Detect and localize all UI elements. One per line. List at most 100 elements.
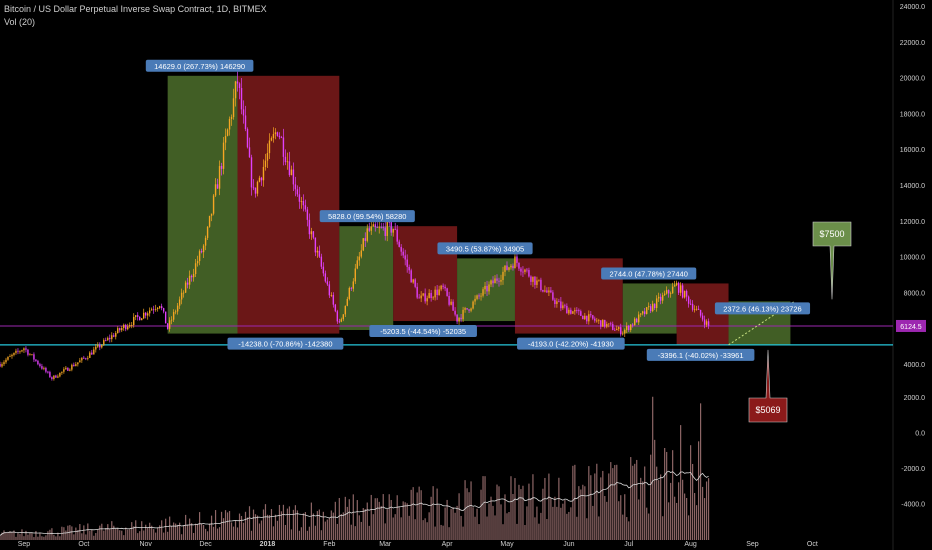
candle-body [77,362,79,365]
candle-body [15,350,17,353]
candle-body [13,352,15,355]
volume-bar [382,494,384,540]
candle-body [444,286,446,289]
volume-bar [550,497,552,540]
volume-bar [694,493,696,540]
candle-body [442,285,444,287]
x-tick-label: Apr [442,541,454,548]
volume-bar [362,508,364,540]
volume-bar [230,522,233,540]
current-price-label: 6124.5 [900,324,922,331]
candle-body [248,147,251,158]
volume-bar [414,519,416,540]
volume-bar [208,523,211,540]
candle-body [260,177,263,181]
volume-bar [200,524,203,540]
volume-bar [171,526,173,540]
candle-body [464,308,466,310]
volume-bar [83,525,85,540]
candle-body [554,299,556,304]
volume-bar [502,524,504,540]
volume-bar [300,527,302,540]
volume-bar [179,522,181,540]
volume-bar [296,510,299,540]
volume-bar [654,439,656,540]
candle-body [640,313,642,315]
volume-bar [117,527,119,540]
volume-bar [454,512,456,540]
volume-bar [560,507,562,540]
volume-bar [109,528,111,540]
volume-bar [91,529,93,540]
volume-bar [372,514,374,540]
candle-body [424,293,426,302]
candle-body [59,372,61,377]
candle-body [687,296,690,304]
candle-body [655,298,658,309]
y-tick-label: -4000.0 [901,502,925,509]
volume-bar [610,462,612,540]
volume-bar [145,524,147,540]
candle-body [143,312,145,319]
candle-body [634,318,636,326]
volume-bar [87,523,89,540]
candle-body [158,306,161,308]
volume-bar [159,525,161,540]
volume-bar [408,515,410,540]
x-tick-label: Jul [624,541,633,548]
volume-bar [608,473,610,540]
volume-bar [314,525,316,540]
candle-body [699,309,702,316]
volume-bar [105,527,107,540]
volume-bar [536,506,538,540]
volume-bar [344,496,346,540]
volume-bar [384,523,386,540]
volume-bar [258,523,261,540]
volume-bar [15,536,17,540]
volume-bar [420,490,422,540]
current-price-badge [896,319,926,332]
volume-bar [436,488,438,540]
candle-body [679,285,682,293]
volume-bar [280,511,283,540]
y-tick-label: 12000.0 [900,219,925,226]
candle-body [518,262,520,269]
candle-body [150,309,153,311]
candle-body [238,83,241,89]
volume-bar [484,476,486,540]
volume-bar [430,496,432,540]
box-label-bg [319,210,415,223]
volume-bar [31,533,33,540]
volume-bar [378,501,380,540]
volume-bar [107,524,109,540]
volume-bar [204,528,207,540]
candle-body [452,301,454,311]
volume-bar [646,507,648,540]
volume-bar [570,507,572,540]
candle-body [564,305,566,307]
volume-bar [101,523,103,540]
box-label-bg [517,337,625,350]
candle-body [382,227,384,228]
volume-bar [480,489,482,540]
candle-body [578,310,580,312]
candle-body [210,213,213,216]
candle-body [43,367,45,369]
volume-bar [276,520,279,540]
volume-bar [27,534,29,540]
y-tick-label: 8000.0 [904,290,926,297]
candle-body [622,333,624,335]
volume-bar [73,534,75,540]
candle-body [388,221,390,223]
candle-body [133,316,135,325]
volume-bar [386,509,388,540]
candle-body [230,117,233,119]
volume-bar [672,450,674,540]
volume-bar [222,518,225,540]
candle-body [400,246,402,252]
volume-bar [129,529,131,540]
volume-bar [670,482,672,540]
candle-body [472,301,474,309]
